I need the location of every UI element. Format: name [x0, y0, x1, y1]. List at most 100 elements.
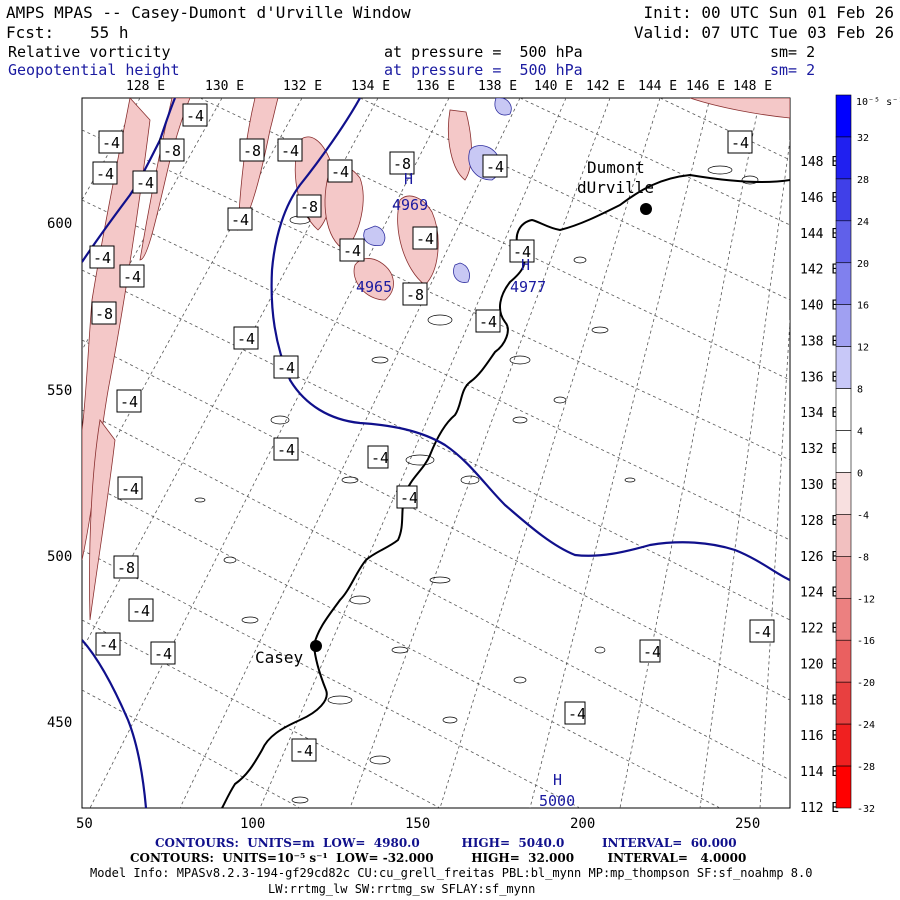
durville-label: dUrville	[577, 178, 654, 197]
svg-text:-8: -8	[95, 305, 113, 323]
top-lon-label: 148 E	[733, 79, 772, 94]
colorbar-segment	[835, 514, 852, 557]
footer-contours-vorticity: CONTOURS: UNITS=10⁻⁵ s⁻¹ LOW= -32.000 HI…	[130, 851, 747, 865]
colorbar-tick-label: -28	[857, 762, 875, 773]
colorbar-tick-label: -8	[857, 552, 869, 563]
svg-text:-4: -4	[93, 249, 111, 267]
vort-label: -4	[327, 159, 353, 183]
colorbar-segment	[835, 136, 852, 180]
right-lon-label: 120 E	[800, 657, 839, 672]
right-lon-label: 144 E	[800, 227, 839, 242]
svg-text:-4: -4	[136, 174, 154, 192]
vort-label: -4	[95, 632, 121, 656]
svg-text:-4: -4	[753, 623, 771, 641]
svg-text:-4: -4	[371, 449, 389, 467]
colorbar-tick-label: -32	[857, 804, 875, 815]
right-lon-label: 122 E	[800, 622, 839, 637]
vort-label: -4	[92, 161, 118, 185]
svg-text:-4: -4	[154, 645, 172, 663]
casey-station[interactable]	[310, 640, 322, 652]
field1-level: at pressure = 500 hPa	[384, 43, 583, 61]
y-tick-label: 450	[47, 715, 72, 731]
svg-text:-4: -4	[568, 705, 586, 723]
top-lon-label: 132 E	[283, 79, 322, 94]
init-time: Init: 00 UTC Sun 01 Feb 26	[643, 3, 894, 22]
svg-text:-4: -4	[277, 359, 295, 377]
colorbar-segment	[835, 262, 852, 306]
right-lon-label: 142 E	[800, 263, 839, 278]
vort-label: -8	[389, 151, 415, 175]
coastline	[221, 173, 790, 808]
dumont-label: Dumont	[587, 158, 645, 177]
colorbar-tick-label: 32	[857, 133, 869, 144]
colorbar-tick-label: 12	[857, 343, 869, 354]
svg-text:-4: -4	[486, 158, 504, 176]
svg-text:-4: -4	[331, 163, 349, 181]
svg-text:-4: -4	[277, 441, 295, 459]
colorbar-tick-label: -24	[857, 720, 875, 731]
vort-label: -4	[475, 309, 501, 333]
height-label: 5000	[539, 792, 575, 810]
colorbar-segment	[835, 639, 852, 683]
y-tick-label: 500	[47, 549, 72, 565]
svg-text:-4: -4	[186, 107, 204, 125]
height-label: 4965	[356, 278, 392, 296]
footer-model-info: Model Info: MPASv8.2.3-194-gf29cd82c CU:…	[90, 866, 813, 880]
right-lon-label: 126 E	[800, 550, 839, 565]
vort-label: -4	[291, 738, 317, 762]
right-lon-label: 130 E	[800, 478, 839, 493]
vorticity-label-boxes: -4 -4 -8 -8 -4 -4 -4 -4 -8 -4 -4 -8 -4 -…	[89, 103, 775, 762]
vort-label: -4	[233, 326, 259, 350]
vort-label: -4	[119, 264, 145, 288]
svg-text:-4: -4	[416, 230, 434, 248]
vort-label: -4	[412, 226, 438, 250]
vort-label: -4	[128, 598, 154, 622]
vort-label: -4	[98, 130, 124, 154]
top-lon-label: 144 E	[638, 79, 677, 94]
vort-label: -8	[159, 138, 185, 162]
top-lon-label: 134 E	[351, 79, 390, 94]
right-lon-label: 114 E	[800, 765, 839, 780]
colorbar-tick-label: 20	[857, 259, 869, 270]
vort-label: -4	[564, 701, 586, 725]
vort-label: -8	[91, 301, 117, 325]
svg-text:-8: -8	[406, 286, 424, 304]
colorbar-segment	[835, 430, 852, 473]
top-lon-labels: 128 E 130 E 132 E 134 E 136 E 138 E 140 …	[126, 79, 772, 94]
forecast-hours: 55 h	[90, 23, 129, 42]
vort-label: -8	[402, 282, 428, 306]
vort-label: -8	[296, 194, 322, 218]
vort-label: -4	[182, 103, 208, 127]
vorticity-negative-fill	[82, 98, 790, 621]
vort-label: -4	[150, 641, 176, 665]
right-lon-label: 146 E	[800, 191, 839, 206]
vort-label: -4	[116, 389, 142, 413]
svg-text:-8: -8	[300, 198, 318, 216]
vort-label: -4	[639, 639, 661, 663]
field2-level: at pressure = 500 hPa	[384, 61, 583, 79]
right-lon-label: 124 E	[800, 586, 839, 601]
vort-label: -4	[509, 239, 535, 263]
colorbar-segment	[835, 220, 852, 264]
svg-text:-4: -4	[120, 393, 138, 411]
colorbar-tick-label: 0	[857, 468, 863, 479]
right-lon-label: 132 E	[800, 442, 839, 457]
vort-label: -4	[367, 445, 389, 469]
vort-label: -4	[396, 485, 418, 509]
vort-label: -4	[727, 130, 753, 154]
vort-label: -4	[482, 154, 508, 178]
field1-name: Relative vorticity	[8, 43, 171, 61]
svg-text:-8: -8	[393, 155, 411, 173]
colorbar-segment	[835, 765, 852, 809]
dumont-durville-station[interactable]	[640, 203, 652, 215]
vort-label: -4	[749, 619, 775, 643]
high-marker: H	[404, 170, 413, 188]
vort-label: -4	[339, 238, 365, 262]
footer-model-info-2: LW:rrtmg_lw SW:rrtmg_sw SFLAY:sf_mynn	[268, 882, 536, 896]
svg-text:-8: -8	[243, 142, 261, 160]
colorbar: 32 28 24 20 16 12 8 4 0 -4 -8 -12 -16 -20 -24 -28 -32	[835, 94, 875, 815]
vort-label: -8	[113, 555, 139, 579]
x-tick-label: 200	[570, 816, 595, 832]
x-tick-label: 100	[240, 816, 265, 832]
top-lon-label: 138 E	[478, 79, 517, 94]
